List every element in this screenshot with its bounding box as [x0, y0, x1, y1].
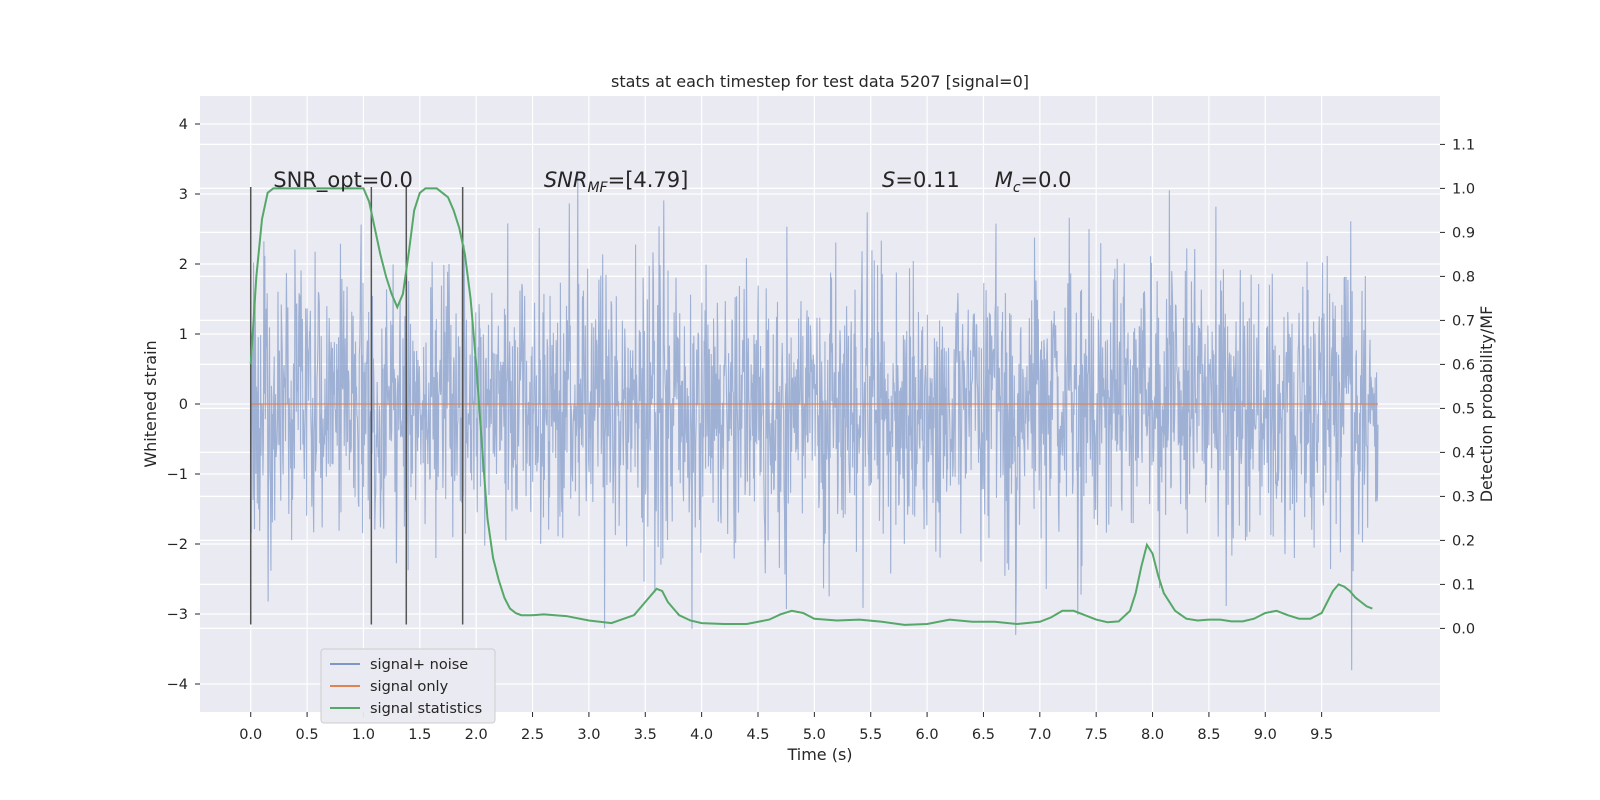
x-tick-label-12: 6.0	[916, 727, 939, 743]
x-tick-label-11: 5.5	[859, 727, 882, 743]
x-tick-labels: 0.0 0.5 1.0 1.5 2.0 2.5 3.0 3.5 4.0 4.5 5.0 5.5 6.0 6…	[239, 712, 1333, 743]
legend-label-signal-only: signal only	[370, 679, 449, 695]
y-tick-label-3: −1	[167, 467, 188, 483]
y2-tick-label-8: 0.8	[1452, 269, 1475, 285]
y-tick-label-8: 4	[179, 117, 188, 133]
signal-noise-line	[250, 174, 1379, 671]
x-tick-label-3: 1.5	[408, 727, 431, 743]
y-tick-label-4: 0	[179, 397, 188, 413]
y-tick-label-0: −4	[167, 677, 188, 693]
y2-tick-label-6: 0.6	[1452, 357, 1475, 373]
legend-label-signal-statistics: signal statistics	[370, 701, 482, 717]
series-signal-noise	[250, 174, 1379, 671]
x-tick-label-10: 5.0	[803, 727, 826, 743]
y-tick-labels: −4 −3 −2 −1 0 1 2 3 4	[167, 117, 200, 693]
legend-label-signal-noise: signal+ noise	[370, 657, 468, 673]
x-tick-label-16: 8.0	[1141, 727, 1164, 743]
x-tick-label-6: 3.0	[577, 727, 600, 743]
y2-tick-label-7: 0.7	[1452, 313, 1475, 329]
y-tick-label-6: 2	[179, 257, 188, 273]
x-tick-label-5: 2.5	[521, 727, 544, 743]
x-tick-label-13: 6.5	[972, 727, 995, 743]
vertical-markers	[249, 187, 464, 625]
x-tick-label-7: 3.5	[634, 727, 657, 743]
x-axis-label: Time (s)	[786, 745, 852, 764]
x-tick-label-0: 0.0	[239, 727, 262, 743]
y2-tick-label-0: 0.0	[1452, 621, 1475, 637]
annotations: SNR_opt=0.0 SNRMF=[4.79] S=0.11 Mc=0.0	[273, 168, 1071, 196]
annotation-0: SNR_opt=0.0	[273, 168, 413, 193]
y-tick-label-7: 3	[179, 187, 188, 203]
y2-tick-label-2: 0.2	[1452, 533, 1475, 549]
x-tick-label-8: 4.0	[690, 727, 713, 743]
legend-box	[320, 648, 496, 724]
y-tick-label-5: 1	[179, 327, 188, 343]
y2-tick-label-11: 1.1	[1452, 137, 1475, 153]
y2-tick-label-10: 1.0	[1452, 181, 1475, 197]
x-tick-label-9: 4.5	[746, 727, 769, 743]
annotation-1: SNRMF=[4.79]	[544, 168, 689, 196]
y2-axis-label: Detection probability/MF	[1477, 306, 1496, 503]
annotation-3: Mc=0.0	[995, 168, 1072, 196]
y-axis-label: Whitened strain	[141, 340, 160, 467]
x-tick-label-18: 9.0	[1254, 727, 1277, 743]
chart-title: stats at each timestep for test data 520…	[611, 72, 1029, 91]
y2-tick-label-3: 0.3	[1452, 489, 1475, 505]
y2-tick-label-1: 0.1	[1452, 577, 1475, 593]
y2-tick-label-5: 0.5	[1452, 401, 1475, 417]
x-tick-label-1: 0.5	[296, 727, 319, 743]
legend: signal+ noise signal only signal statist…	[320, 648, 496, 724]
annotation-2: S=0.11	[882, 168, 960, 192]
y-tick-label-2: −2	[167, 537, 188, 553]
x-tick-label-2: 1.0	[352, 727, 375, 743]
y2-tick-labels: 0.0 0.1 0.2 0.3 0.4 0.5 0.6 0.7 0.8 0.9 1.0 1.1	[1440, 137, 1475, 637]
x-tick-label-19: 9.5	[1310, 727, 1333, 743]
x-tick-label-14: 7.0	[1028, 727, 1051, 743]
y2-tick-label-4: 0.4	[1452, 445, 1475, 461]
signal-statistics-line	[249, 187, 1373, 626]
x-tick-label-15: 7.5	[1085, 727, 1108, 743]
y-tick-label-1: −3	[167, 607, 188, 623]
y2-tick-label-9: 0.9	[1452, 225, 1475, 241]
x-tick-label-4: 2.0	[465, 727, 488, 743]
x-tick-label-17: 8.5	[1197, 727, 1220, 743]
series-signal-statistics	[249, 187, 1373, 626]
